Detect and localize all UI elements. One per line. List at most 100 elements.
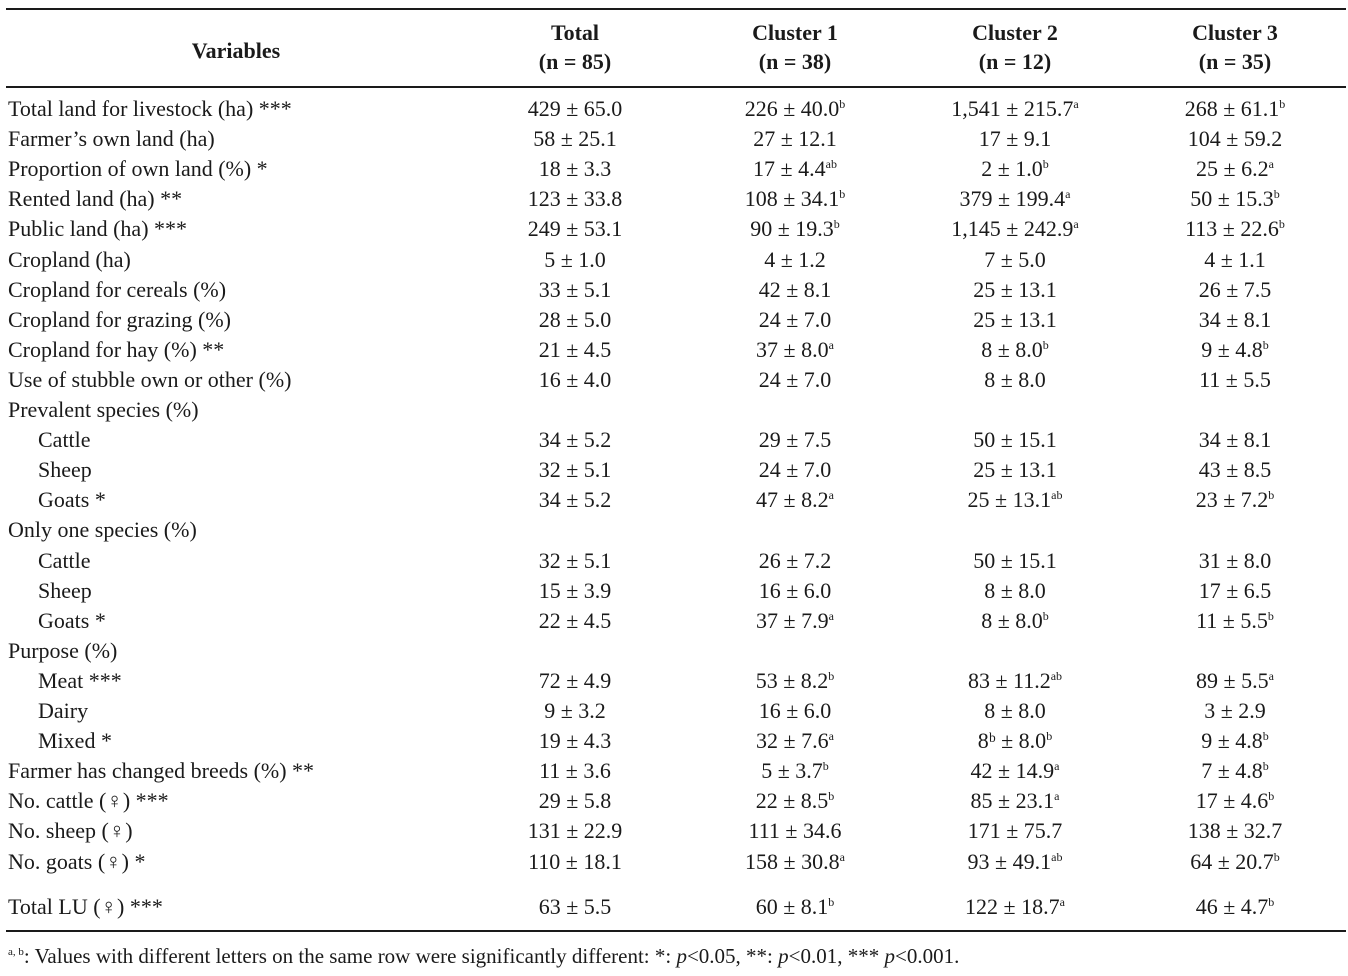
cell-value: 8ᵇ ± 8.0 [977,728,1047,754]
table-cell: 42 ± 8.1 [680,275,910,305]
cell-value: 89 ± 5.5 [1196,667,1269,693]
cell-value: 34 ± 5.2 [538,427,612,453]
significance-letter: a [1054,759,1060,774]
table-cell: 16 ± 4.0 [460,365,690,395]
cell-value: 90 ± 19.3 [750,216,834,242]
footnote-text-2: <0.05, **: [686,944,779,968]
row-label: Total land for livestock (ha) *** [8,96,292,121]
table-cell: 23 ± 7.2b [1120,485,1348,515]
table-row: Proportion of own land (%) * 18 ± 3.3 17 ±… [0,154,1348,184]
row-label: Dairy [38,698,89,723]
significance-letter: a [1268,157,1274,172]
significance-letter: b [1042,608,1049,623]
significance-letter: a [1073,97,1079,111]
table-cell: 15 ± 3.9 [460,576,690,606]
table-cell: 16 ± 6.0 [680,696,910,726]
significance-letter: b [1046,729,1053,744]
table-cell: 72 ± 4.9 [460,666,690,696]
table-cell: 25 ± 13.1 [900,305,1130,335]
table-cell: 8 ± 8.0 [900,576,1130,606]
cell-value: 5 ± 3.7 [761,758,823,784]
table-cell: 37 ± 8.0a [680,335,910,365]
row-label: Farmer has changed breeds (%) ** [8,758,315,784]
header-total: Total (n = 85) [460,18,690,82]
cell-value: 25 ± 13.1 [973,276,1057,302]
table-cell: 11 ± 3.6 [460,756,690,786]
cell-value: 19 ± 4.3 [538,728,612,754]
cell-value: 17 ± 4.6 [1195,788,1269,814]
table-cell: 131 ± 22.9 [460,816,690,846]
table-cell: 34 ± 5.2 [460,485,690,515]
table-cell: 29 ± 7.5 [680,425,910,455]
significance-letter: a [828,608,834,623]
cell-value: 108 ± 34.1 [744,186,840,212]
cell-value: 429 ± 65.0 [527,96,623,121]
table-cell: 104 ± 59.2 [1120,124,1348,154]
table-row: Sheep 15 ± 3.9 16 ± 6.0 8 ± 8.0 17 ± 6.5 [0,576,1348,606]
table-row: Dairy 9 ± 3.2 16 ± 6.0 8 ± 8.0 3 ± 2.9 [0,696,1348,726]
cell-value: 8 ± 8.0 [984,366,1046,392]
table-cell: 33 ± 5.1 [460,275,690,305]
cell-value: 42 ± 8.1 [758,276,832,302]
footnote-p-1: p [676,944,687,968]
cell-value: 32 ± 5.1 [538,457,612,483]
table-cell: 89 ± 5.5a [1120,666,1348,696]
table-cell: 32 ± 5.1 [460,546,690,576]
top-rule [6,8,1346,10]
cell-value: 24 ± 7.0 [758,366,832,392]
table-cell: 24 ± 7.0 [680,365,910,395]
cell-value: 85 ± 23.1 [970,788,1055,814]
significance-letter: b [839,97,846,111]
significance-letter: ab [1050,668,1063,683]
cell-value: 50 ± 15.3 [1190,186,1274,212]
row-label: Sheep [38,457,92,483]
significance-letter: b [1262,759,1269,774]
table-group-row: Purpose (%) [0,636,1348,666]
table-row: No. sheep (♀) 131 ± 22.9 111 ± 34.6 171 ± 7… [0,816,1348,846]
table-cell: 90 ± 19.3b [680,214,910,244]
cell-value: 43 ± 8.5 [1198,457,1272,483]
table-row: Cropland (ha) 5 ± 1.0 4 ± 1.2 7 ± 5.0 4 ± 1.… [0,245,1348,275]
table-cell: 85 ± 23.1a [900,786,1130,816]
significance-letter: ab [1051,488,1063,503]
cell-value: 1,541 ± 215.7 [951,96,1074,121]
table-cell: 111 ± 34.6 [680,816,910,846]
cell-value: 15 ± 3.9 [538,577,612,603]
header-cluster3: Cluster 3 (n = 35) [1120,18,1348,82]
header-cluster2-n: (n = 12) [978,49,1052,74]
significance-letter: b [1279,97,1286,111]
cell-value: 93 ± 49.1 [967,848,1052,874]
cell-value: 249 ± 53.1 [527,216,623,242]
table-cell: 25 ± 13.1 [900,275,1130,305]
cell-value: 26 ± 7.2 [758,547,832,573]
row-label: Farmer’s own land (ha) [8,126,215,152]
table-cell: 8 ± 8.0b [900,606,1130,636]
table-cell: 27 ± 12.1 [680,124,910,154]
table-cell: 29 ± 5.8 [460,786,690,816]
row-label: Use of stubble own or other (%) [8,366,292,392]
row-label: Proportion of own land (%) * [8,156,268,182]
cell-value: 8 ± 8.0 [984,698,1046,723]
table-cell: 43 ± 8.5 [1120,455,1348,485]
cell-value: 47 ± 8.2 [756,487,829,513]
table-cell: 17 ± 4.4ab [680,154,910,184]
cell-value: 111 ± 34.6 [748,818,842,844]
table-row: Public land (ha) *** 249 ± 53.1 90 ± 19.3b… [0,214,1348,244]
significance-letter: b [1262,729,1269,744]
significance-letter: a [1059,894,1065,909]
cell-value: 11 ± 3.6 [539,758,611,784]
table-group-row: Prevalent species (%) [0,395,1348,425]
significance-letter: b [1268,488,1275,503]
cell-value: 2 ± 1.0 [981,156,1043,182]
table-cell: 8ᵇ ± 8.0b [900,726,1130,756]
cell-value: 16 ± 6.0 [758,698,832,723]
significance-letter: b [839,187,846,202]
significance-letter: b [822,759,829,774]
table-cell: 5 ± 1.0 [460,245,690,275]
significance-letter: b [1042,337,1049,352]
significance-letter: a [839,849,845,864]
table-row: Use of stubble own or other (%) 16 ± 4.0 2… [0,365,1348,395]
bottom-rule [6,930,1346,932]
row-label: Mixed * [38,728,112,754]
footnote-text-4: <0.001. [895,944,960,968]
